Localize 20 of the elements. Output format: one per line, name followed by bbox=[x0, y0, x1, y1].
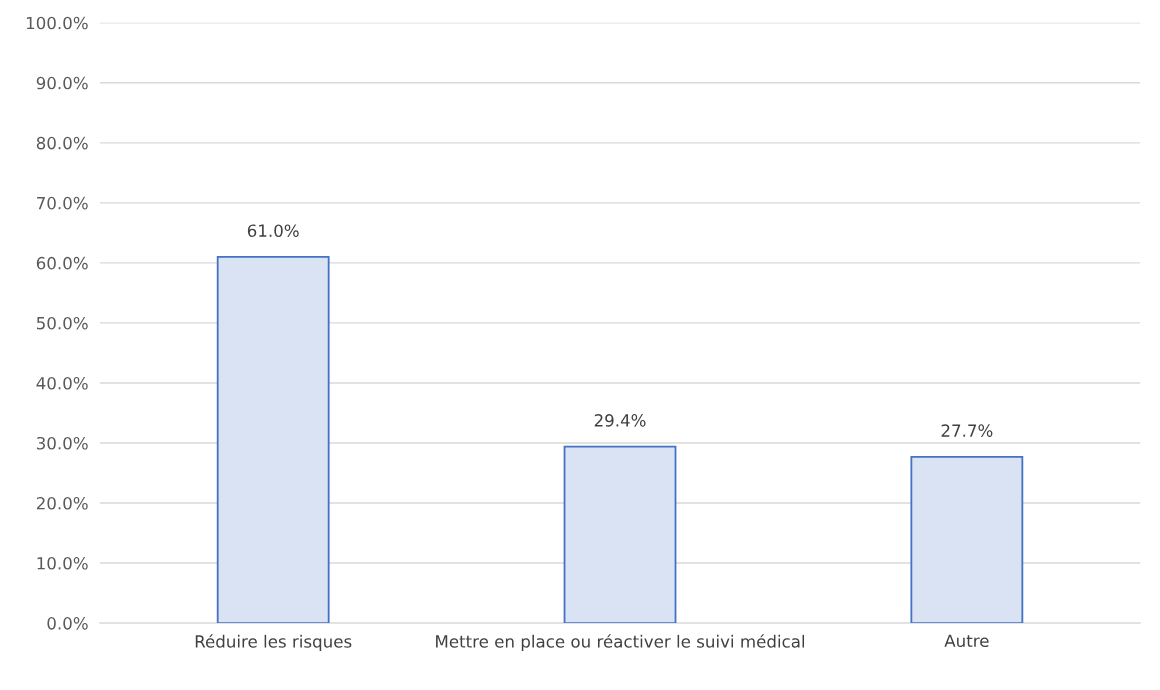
data-label: 29.4% bbox=[594, 414, 646, 427]
bar bbox=[563, 445, 677, 624]
y-tick-label: 0.0% bbox=[47, 617, 88, 630]
bar bbox=[910, 455, 1024, 624]
y-tick-label: 100.0% bbox=[26, 16, 88, 30]
bar bbox=[216, 255, 330, 624]
y-tick-label: 20.0% bbox=[36, 496, 88, 510]
y-tick-label: 40.0% bbox=[36, 376, 88, 390]
y-tick-label: 70.0% bbox=[37, 196, 88, 210]
y-tick-label: 80.0% bbox=[36, 136, 88, 150]
data-label: 61.0% bbox=[247, 224, 299, 237]
y-tick-label: 90.0% bbox=[36, 76, 88, 90]
x-tick-label: Mettre en place ou réactiver le suivi médical bbox=[436, 634, 805, 651]
data-label: 27.7% bbox=[941, 424, 993, 437]
x-tick-label: Réduire les risques bbox=[195, 634, 352, 651]
x-tick-label: Autre bbox=[944, 634, 989, 648]
y-tick-label: 10.0% bbox=[37, 557, 88, 570]
y-tick-label: 50.0% bbox=[36, 316, 88, 330]
y-tick-label: 30.0% bbox=[36, 436, 88, 450]
y-tick-label: 60.0% bbox=[36, 256, 88, 270]
